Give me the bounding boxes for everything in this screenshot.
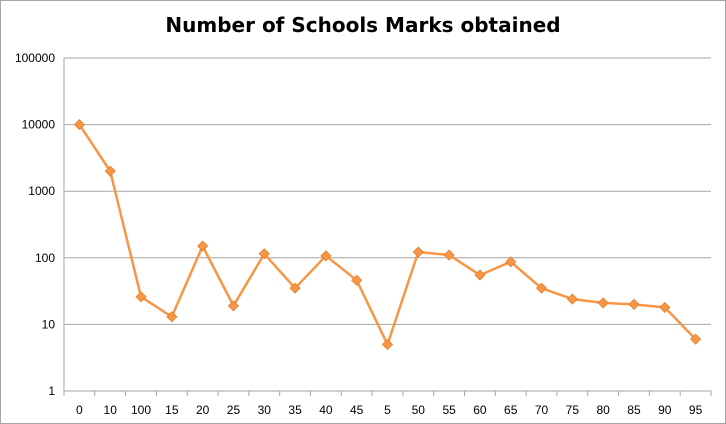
x-tick-label-17: 80: [596, 403, 610, 417]
x-tick-label-0: 0: [76, 403, 83, 417]
x-tick-label-13: 60: [473, 403, 487, 417]
data-point-15: [166, 311, 178, 323]
data-point-5: [381, 338, 394, 351]
y-tick-label-2: 100: [35, 251, 55, 265]
x-tick-label-3: 15: [165, 403, 179, 417]
x-tick-label-2: 100: [131, 403, 151, 417]
data-point-40: [320, 250, 332, 262]
data-point-95: [690, 333, 702, 345]
x-tick-label-11: 50: [412, 403, 426, 417]
data-point-10: [104, 165, 116, 177]
x-tick-label-1: 10: [104, 403, 118, 417]
data-point-20: [197, 240, 209, 252]
x-tick-label-19: 90: [658, 403, 672, 417]
data-point-90: [659, 301, 671, 313]
y-tick-label-1: 10: [42, 317, 56, 331]
x-tick-label-15: 70: [535, 403, 549, 417]
data-point-50: [412, 246, 424, 258]
x-tick-label-10: 5: [384, 403, 391, 417]
y-tick-label-5: 100000: [15, 51, 55, 65]
data-point-45: [351, 274, 363, 286]
data-point-0: [73, 119, 85, 131]
x-tick-label-6: 30: [258, 403, 272, 417]
data-point-100: [135, 291, 147, 303]
data-point-75: [566, 293, 578, 305]
x-tick-label-9: 45: [350, 403, 364, 417]
x-tick-label-7: 35: [288, 403, 302, 417]
data-point-85: [628, 298, 640, 310]
x-tick-label-8: 40: [319, 403, 333, 417]
data-point-60: [474, 269, 486, 281]
x-tick-label-5: 25: [227, 403, 241, 417]
data-point-30: [258, 248, 270, 260]
chart-title: Number of Schools Marks obtained: [165, 13, 561, 37]
data-point-55: [443, 249, 455, 261]
y-tick-label-0: 1: [48, 384, 55, 398]
data-point-35: [289, 282, 301, 294]
x-tick-label-12: 55: [442, 403, 456, 417]
data-point-70: [535, 282, 548, 294]
data-point-25: [227, 300, 240, 312]
x-tick-label-20: 95: [689, 403, 703, 417]
x-tick-label-18: 85: [627, 403, 641, 417]
x-tick-label-4: 20: [196, 403, 210, 417]
y-tick-label-4: 10000: [22, 118, 56, 132]
x-tick-label-16: 75: [566, 403, 580, 417]
y-tick-label-3: 1000: [28, 184, 55, 198]
data-point-80: [597, 297, 609, 309]
x-tick-label-14: 65: [504, 403, 518, 417]
data-point-65: [505, 256, 517, 268]
